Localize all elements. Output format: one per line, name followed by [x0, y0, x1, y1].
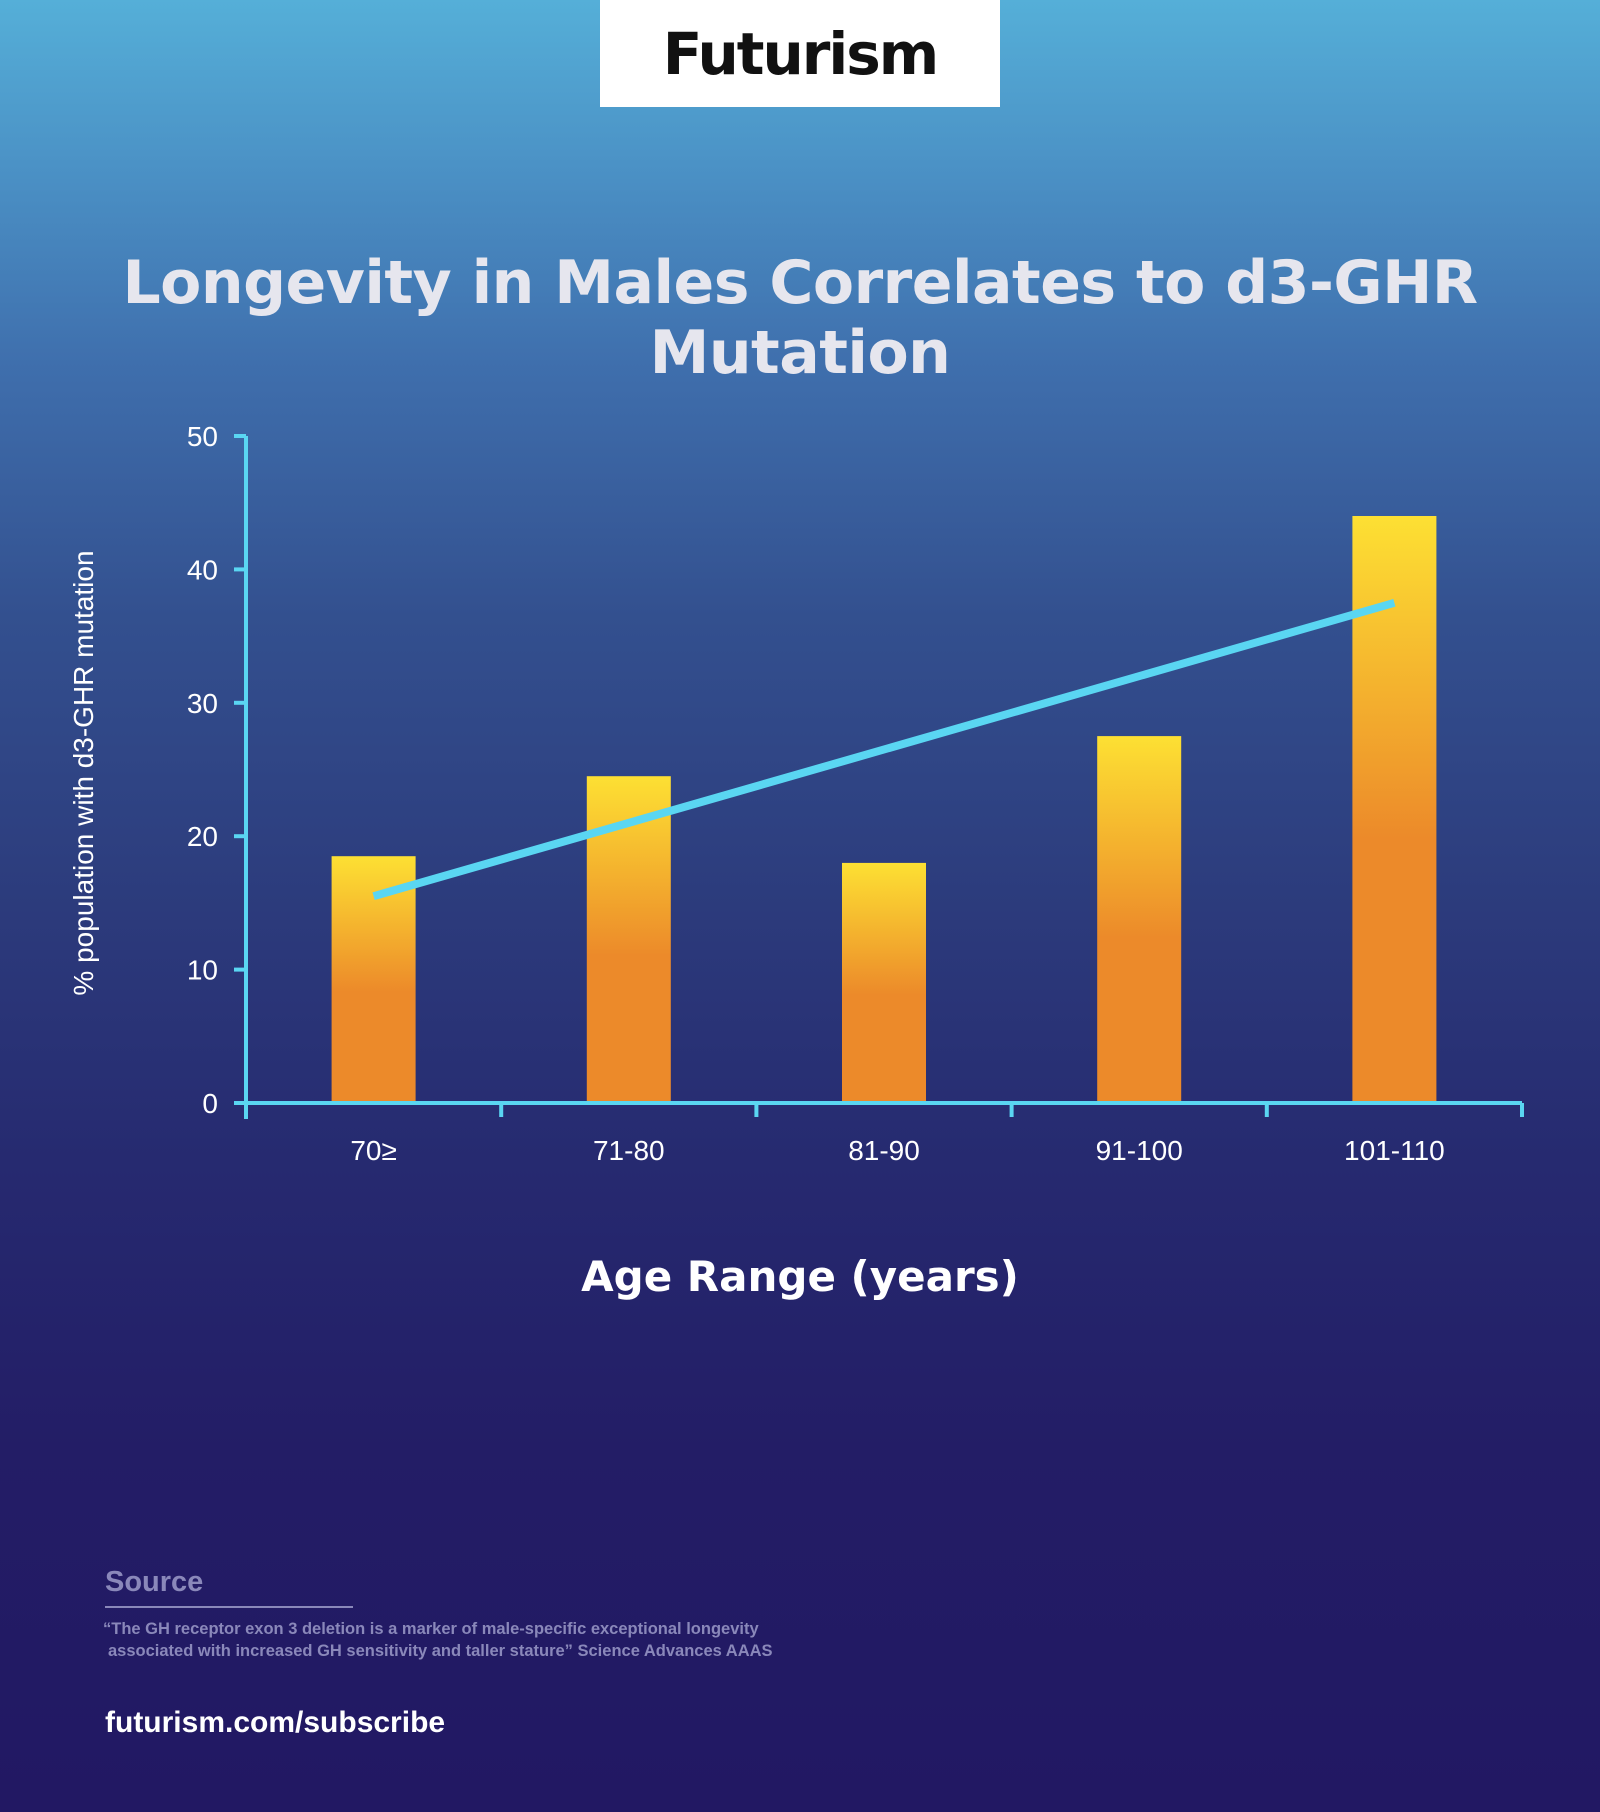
x-tick-label: 101-110 [1344, 1135, 1445, 1166]
y-tick-label: 20 [187, 821, 218, 852]
bar [331, 856, 416, 1103]
y-tick-label: 50 [187, 421, 218, 452]
y-tick-label: 40 [187, 554, 218, 585]
x-tick-label: 91-100 [1096, 1135, 1183, 1166]
bar [842, 862, 926, 1103]
source-citation-line: “The GH receptor exon 3 deletion is a ma… [103, 1620, 759, 1638]
y-axis-label: % population with d3-GHR mutation [68, 550, 99, 995]
x-tick-label: 81-90 [848, 1135, 920, 1166]
logo-box: Futurism [600, 0, 1000, 107]
y-tick-label: 10 [187, 955, 218, 986]
bars-layer [331, 516, 1437, 1103]
bar [1097, 736, 1182, 1103]
source-citation-line: associated with increased GH sensitivity… [108, 1642, 773, 1660]
x-tick-label: 71-80 [593, 1135, 665, 1166]
x-tick-label: 70≥ [350, 1135, 397, 1166]
x-axis-label: Age Range (years) [581, 1252, 1019, 1301]
subscribe-link[interactable]: futurism.com/subscribe [105, 1706, 446, 1739]
axes [234, 434, 1524, 1119]
trend-line [372, 598, 1396, 901]
source-heading: Source [105, 1566, 204, 1598]
tick-labels: 0 10 20 30 40 50 70≥ 71-80 81-90 91-100 101-110 [187, 421, 1445, 1166]
chart-title: Longevity in Males Correlates to d3-GHR … [122, 248, 1478, 388]
source-divider [105, 1606, 353, 1608]
trend-layer [372, 598, 1396, 901]
logo: Futurism [662, 19, 939, 88]
y-tick-label: 0 [202, 1088, 218, 1119]
source-citation: “The GH receptor exon 3 deletion is a ma… [103, 1618, 883, 1662]
y-tick-label: 30 [187, 688, 218, 719]
